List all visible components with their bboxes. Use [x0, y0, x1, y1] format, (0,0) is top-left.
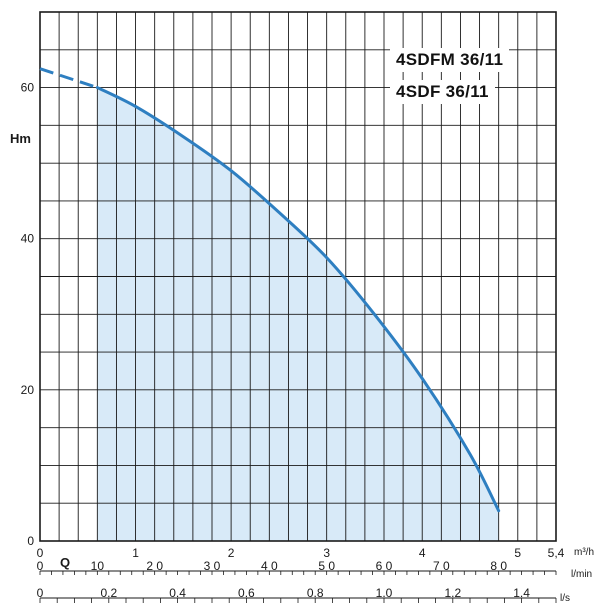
x-tick-label: 6 0 — [376, 559, 393, 573]
curve-layer — [39, 67, 501, 513]
x-tick-label: 0.2 — [100, 586, 117, 600]
x-tick-label: 1.4 — [513, 586, 530, 600]
x-tick-label: 0.8 — [307, 586, 324, 600]
y-axis-label: Hm — [10, 131, 31, 146]
x-tick-label: 1 — [132, 546, 139, 560]
x-tick-label: 1.0 — [376, 586, 393, 600]
x-tick-label: 8 0 — [490, 559, 507, 573]
x-tick-label: 5 — [514, 546, 521, 560]
x-tick-label: 3 — [323, 546, 330, 560]
x-tick-label: 1.2 — [444, 586, 461, 600]
y-tick-label: 60 — [21, 81, 35, 95]
x-tick-label: 0 — [37, 559, 44, 573]
x-tick-label: 0 — [37, 586, 44, 600]
x-axis-unit: m³/h — [574, 547, 594, 558]
x-tick-label: 4 — [419, 546, 426, 560]
x-tick-label: 3 0 — [204, 559, 221, 573]
x-axis-unit: l/s — [560, 593, 570, 604]
x-tick-label: 0.4 — [169, 586, 186, 600]
x-tick-label: 4 0 — [261, 559, 278, 573]
y-tick-label: 40 — [21, 232, 35, 246]
x-tick-label: 0 — [37, 546, 44, 560]
x-tick-label: 5 0 — [318, 559, 335, 573]
y-tick-label: 0 — [27, 534, 34, 548]
x-tick-label: 2 0 — [146, 559, 163, 573]
model-label-4sdf: 4SDF 36/11 — [390, 80, 495, 104]
x-axis-name-q: Q — [60, 555, 70, 570]
x-tick-label: 7 0 — [433, 559, 450, 573]
x-tick-label: 2 — [228, 546, 235, 560]
y-tick-label: 20 — [21, 383, 35, 397]
pump-curve-line — [95, 86, 501, 513]
x-tick-label: 10 — [91, 559, 105, 573]
model-label-4sdfm: 4SDFM 36/11 — [390, 48, 510, 72]
plot-frame — [39, 11, 557, 542]
x-tick-label: 0.6 — [238, 586, 255, 600]
x-axis-unit: l/min — [571, 569, 592, 580]
x-tick-label: 5,4 — [548, 546, 565, 560]
curve-dashed-segment — [39, 67, 98, 89]
